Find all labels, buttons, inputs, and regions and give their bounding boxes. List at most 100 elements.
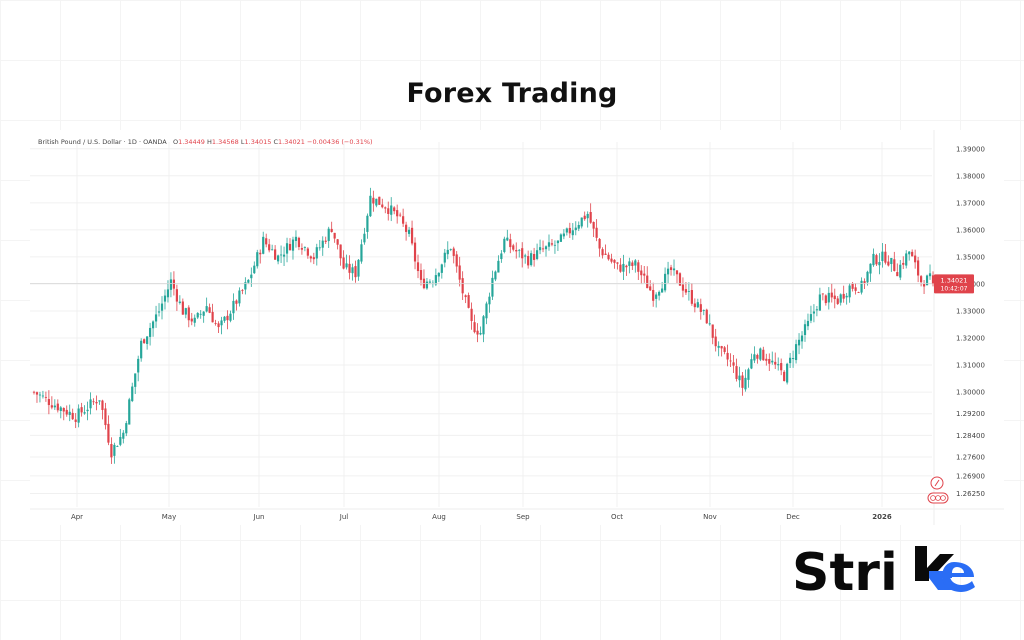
candle-body bbox=[262, 236, 265, 254]
x-tick-label: May bbox=[162, 513, 176, 521]
candle-body bbox=[604, 253, 607, 255]
candle-body bbox=[416, 262, 420, 272]
candle-body bbox=[815, 309, 819, 311]
y-tick-label: 1.38000 bbox=[956, 172, 985, 180]
candle-body bbox=[759, 348, 762, 360]
candle-body bbox=[282, 254, 286, 257]
candle-body bbox=[488, 296, 491, 305]
candle-body bbox=[914, 255, 917, 263]
candle-body bbox=[342, 257, 345, 269]
candle-body bbox=[601, 249, 604, 256]
candle-body bbox=[842, 293, 845, 299]
x-tick-label: Nov bbox=[703, 513, 717, 521]
candle-body bbox=[375, 198, 378, 206]
candle-body bbox=[122, 432, 125, 439]
candle-body bbox=[32, 391, 36, 393]
candle-body bbox=[803, 324, 807, 336]
candle-body bbox=[661, 288, 664, 293]
candle-body bbox=[696, 302, 699, 308]
candle-body bbox=[884, 251, 887, 263]
candle-body bbox=[899, 264, 902, 278]
logo-e-letter bbox=[942, 562, 975, 592]
candle-body bbox=[199, 313, 202, 315]
candle-body bbox=[56, 403, 59, 411]
candle-body bbox=[50, 405, 53, 408]
candle-body bbox=[196, 312, 199, 318]
candle-body bbox=[294, 236, 298, 241]
candle-body bbox=[919, 276, 923, 283]
candle-body bbox=[580, 217, 583, 227]
candle-body bbox=[235, 300, 238, 304]
candle-body bbox=[663, 273, 667, 291]
low-key: L bbox=[240, 138, 245, 146]
close-key: C bbox=[273, 138, 279, 146]
candle-body bbox=[229, 313, 232, 321]
candle-body bbox=[92, 401, 95, 403]
candle-body bbox=[672, 268, 676, 271]
events-group-icon bbox=[927, 492, 949, 504]
candle-body bbox=[625, 265, 628, 268]
high-value: 1.34568 bbox=[211, 138, 239, 146]
candle-body bbox=[571, 230, 574, 236]
candle-body bbox=[783, 371, 786, 382]
y-tick-label: 1.32000 bbox=[956, 335, 985, 343]
candle-body bbox=[345, 263, 348, 268]
candle-body bbox=[140, 340, 143, 359]
x-tick-label: Dec bbox=[786, 513, 800, 521]
candle-body bbox=[839, 294, 842, 303]
candle-body bbox=[193, 317, 196, 323]
candle-body bbox=[589, 211, 592, 223]
candle-body bbox=[291, 239, 295, 251]
candle-body bbox=[789, 357, 792, 364]
candle-body bbox=[574, 227, 577, 231]
chart-canvas[interactable]: 1.39000 1.38000 1.37000 1.36000 1.35000 1.340… bbox=[30, 130, 1004, 525]
candle-body bbox=[247, 279, 250, 283]
candle-body bbox=[357, 259, 360, 277]
candle-body bbox=[38, 394, 42, 396]
candle-body bbox=[407, 229, 411, 234]
candle-body bbox=[47, 399, 50, 406]
candle-body bbox=[541, 248, 545, 250]
candle-body bbox=[146, 336, 149, 344]
candle-body bbox=[419, 270, 423, 280]
candle-body bbox=[893, 259, 896, 271]
current-price-label: 1.34021 bbox=[941, 276, 968, 284]
candle-body bbox=[607, 254, 610, 260]
candle-body bbox=[44, 396, 48, 398]
candle-body bbox=[351, 267, 354, 274]
candle-body bbox=[143, 339, 146, 344]
candle-body bbox=[666, 268, 670, 275]
candle-body bbox=[259, 252, 262, 255]
candle-body bbox=[265, 238, 268, 245]
candle-body bbox=[902, 262, 905, 265]
candle-body bbox=[821, 293, 824, 295]
candle-body bbox=[717, 345, 720, 348]
candle-body bbox=[768, 358, 771, 364]
y-tick-label: 1.27600 bbox=[956, 453, 985, 461]
candle-body bbox=[348, 263, 351, 273]
candle-body bbox=[131, 386, 134, 402]
candle-body bbox=[271, 249, 274, 251]
candle-body bbox=[732, 362, 735, 366]
candle-body bbox=[354, 266, 357, 278]
candle-body bbox=[327, 228, 330, 242]
candle-body bbox=[631, 262, 634, 266]
candle-body bbox=[256, 252, 259, 267]
y-tick-label: 1.29200 bbox=[956, 410, 985, 418]
candle-body bbox=[854, 287, 857, 291]
candle-body bbox=[360, 244, 363, 262]
y-tick-label: 1.35000 bbox=[956, 253, 985, 261]
candle-body bbox=[410, 227, 414, 244]
candle-body bbox=[279, 254, 283, 256]
candle-body bbox=[402, 216, 405, 224]
candle-body bbox=[107, 423, 110, 443]
candle-body bbox=[824, 295, 827, 304]
candle-body bbox=[925, 275, 929, 286]
candle-body bbox=[872, 253, 875, 266]
candle-body bbox=[95, 401, 98, 404]
candle-body bbox=[791, 358, 795, 360]
candle-body bbox=[172, 279, 176, 289]
candle-body bbox=[866, 271, 869, 283]
candle-body bbox=[756, 354, 759, 359]
candle-body bbox=[35, 392, 39, 395]
